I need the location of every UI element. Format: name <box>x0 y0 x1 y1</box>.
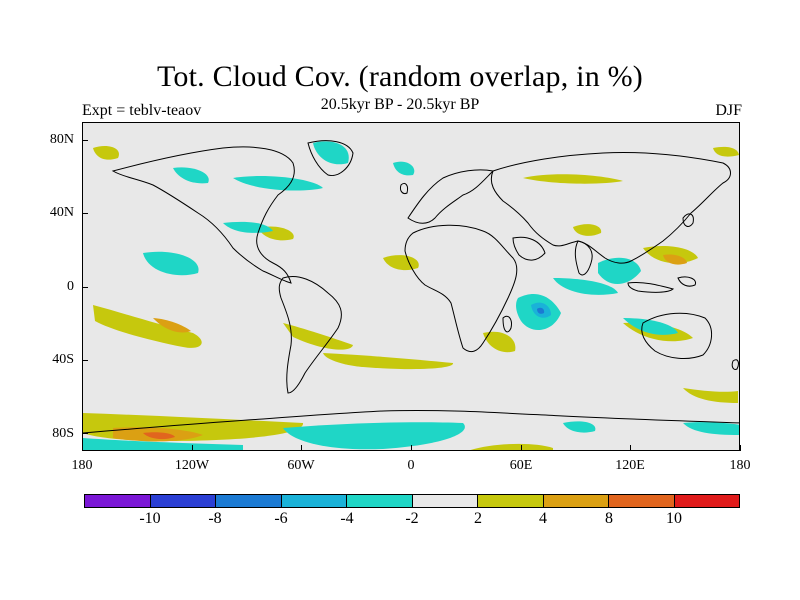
colorbar-segment <box>85 495 151 507</box>
x-tick-mark <box>740 445 741 451</box>
y-tick-mark <box>82 432 88 434</box>
colorbar-label: -8 <box>208 510 222 527</box>
experiment-label: Expt = teblv-teaov <box>82 102 202 119</box>
anomaly-plus-8-10 <box>143 432 175 440</box>
colorbar-segment <box>281 495 347 507</box>
anomaly-minus-6-8 <box>537 307 545 314</box>
colorbar-label: -4 <box>340 510 354 527</box>
colorbar-label: 2 <box>474 510 482 527</box>
x-tick-label: 120W <box>174 458 210 473</box>
y-tick-label: 40S <box>52 352 74 367</box>
x-tick-mark <box>191 445 193 451</box>
colorbar-segment <box>347 495 413 507</box>
map-plot-area <box>82 122 740 451</box>
y-tick-mark <box>82 286 88 288</box>
anomaly-plus-2-4 <box>83 146 739 450</box>
colorbar-segment <box>216 495 282 507</box>
colorbar-label: -2 <box>405 510 419 527</box>
y-tick-label: 40N <box>49 205 74 220</box>
x-tick-mark <box>411 445 412 451</box>
y-tick-mark <box>82 213 88 215</box>
season-label: DJF <box>715 102 742 119</box>
colorbar-segment <box>674 495 739 507</box>
colorbar-segment <box>412 495 478 507</box>
colorbar-label: 4 <box>539 510 547 527</box>
coastlines <box>83 140 739 434</box>
x-tick-label: 180 <box>729 458 751 473</box>
colorbar-label: -6 <box>274 510 288 527</box>
colorbar-segment <box>543 495 609 507</box>
x-tick-label: 180 <box>71 458 93 473</box>
x-tick-mark <box>301 445 303 451</box>
x-tick-mark <box>630 445 632 451</box>
x-tick-label: 60W <box>287 458 315 473</box>
x-tick-label: 0 <box>407 458 415 473</box>
x-tick-mark <box>520 445 522 451</box>
map-subtitle: 20.5kyr BP - 20.5kyr BP <box>320 96 480 113</box>
x-tick-label: 60E <box>509 458 533 473</box>
colorbar-label: 8 <box>605 510 613 527</box>
world-map <box>83 123 739 450</box>
y-tick-label: 80S <box>52 426 74 441</box>
y-tick-mark <box>82 359 88 361</box>
x-tick-label: 120E <box>615 458 645 473</box>
colorbar-segment <box>609 495 675 507</box>
map-title: Tot. Cloud Cov. (random overlap, in %) <box>157 60 643 93</box>
y-tick-mark <box>82 140 88 142</box>
colorbar-label: 10 <box>666 510 682 527</box>
x-tick-mark <box>82 445 83 451</box>
colorbar-segment <box>150 495 216 507</box>
y-tick-label: 0 <box>67 279 74 294</box>
y-tick-label: 80N <box>49 132 74 147</box>
colorbar-segment <box>478 495 544 507</box>
colorbar-label: -10 <box>139 510 161 527</box>
colorbar <box>84 494 740 508</box>
